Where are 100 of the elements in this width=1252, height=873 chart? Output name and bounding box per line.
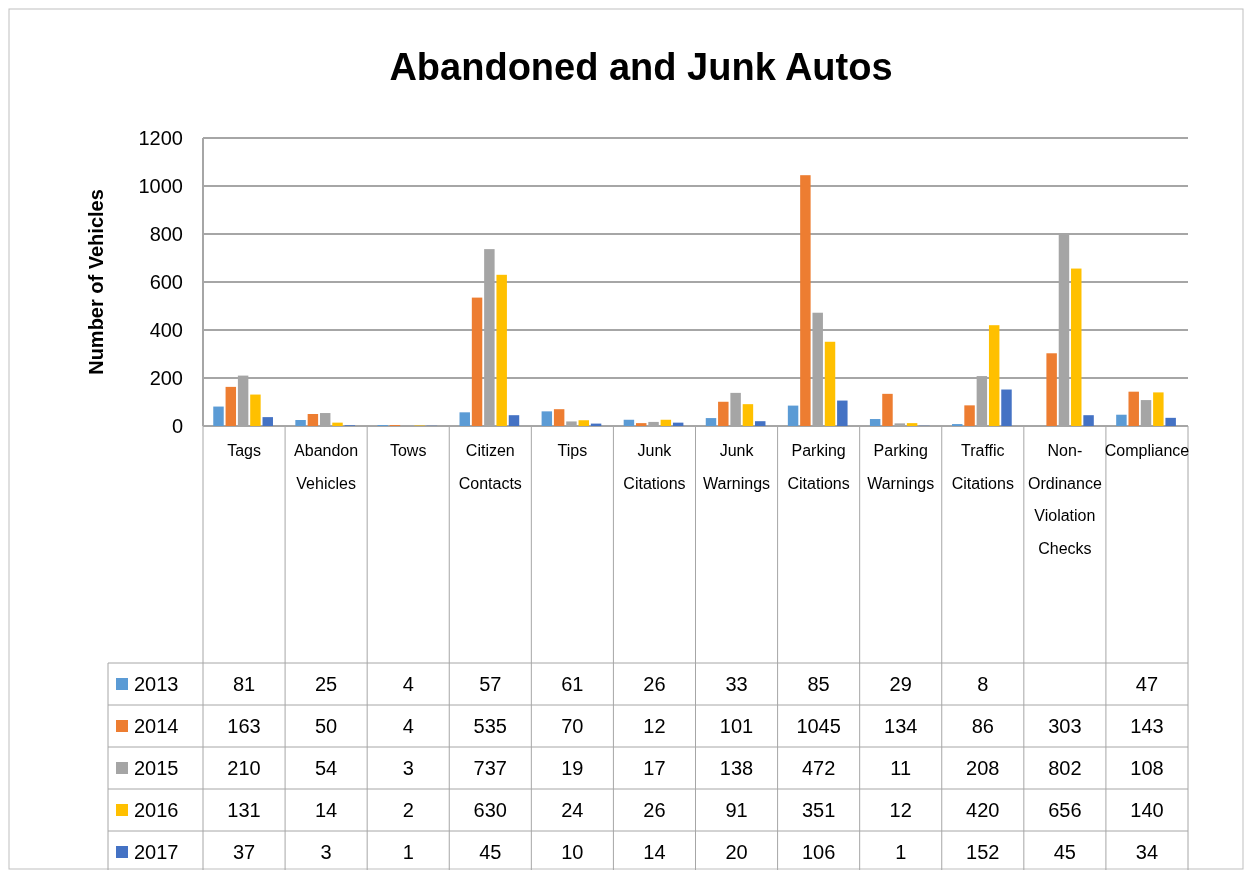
legend-label: 2013 xyxy=(134,673,179,695)
y-tick-label: 800 xyxy=(149,223,183,245)
data-label: 106 xyxy=(801,841,836,863)
data-label: 26 xyxy=(643,673,666,695)
data-label: 14 xyxy=(643,841,666,863)
bar xyxy=(623,419,635,426)
data-label: 2 xyxy=(402,799,414,821)
data-label: 20 xyxy=(725,841,748,863)
bar xyxy=(1083,415,1094,426)
x-tick-label: Junk Warnings xyxy=(703,442,771,492)
bar xyxy=(578,420,589,426)
bar xyxy=(755,421,766,426)
bar xyxy=(1128,391,1139,426)
data-label: 210 xyxy=(227,757,261,779)
legend-label: 2015 xyxy=(134,757,179,779)
data-label: 208 xyxy=(966,757,1000,779)
data-label: 26 xyxy=(643,799,666,821)
data-label: 12 xyxy=(889,799,912,821)
bar xyxy=(742,404,754,426)
bar xyxy=(471,297,483,426)
data-label: 420 xyxy=(966,799,1000,821)
legend-label: 2014 xyxy=(134,715,179,737)
data-label: 630 xyxy=(473,799,507,821)
x-tick-label: Citizen Contacts xyxy=(458,442,522,492)
data-label: 131 xyxy=(227,799,261,821)
data-label: 81 xyxy=(232,673,256,695)
bar xyxy=(250,394,261,426)
data-label: 3 xyxy=(320,841,332,863)
data-label: 34 xyxy=(1135,841,1159,863)
x-tick-label: Compliance xyxy=(1104,442,1190,459)
data-label: 33 xyxy=(725,673,748,695)
bar xyxy=(882,393,893,426)
data-label: 61 xyxy=(561,673,584,695)
data-label: 45 xyxy=(1053,841,1076,863)
data-label: 138 xyxy=(719,757,754,779)
data-label: 143 xyxy=(1130,715,1164,737)
data-label: 802 xyxy=(1048,757,1082,779)
bar xyxy=(541,411,553,426)
bar xyxy=(705,418,717,426)
bar xyxy=(332,422,343,426)
bar xyxy=(837,400,848,426)
bar xyxy=(635,423,647,426)
data-label: 8 xyxy=(977,673,989,695)
y-tick-label: 0 xyxy=(171,415,183,437)
data-label: 535 xyxy=(473,715,507,737)
bar xyxy=(718,401,729,426)
data-label: 47 xyxy=(1135,673,1159,695)
bar xyxy=(1153,392,1164,426)
y-tick-label: 200 xyxy=(149,367,183,389)
data-label: 85 xyxy=(807,673,830,695)
bar xyxy=(964,405,975,426)
data-label: 24 xyxy=(561,799,584,821)
x-tick-label: Tags xyxy=(227,442,261,459)
y-tick-label: 1000 xyxy=(138,175,183,197)
y-tick-label: 600 xyxy=(149,271,183,293)
data-label: 37 xyxy=(232,841,256,863)
data-label: 1045 xyxy=(796,715,841,737)
data-label: 1 xyxy=(895,841,907,863)
data-label: 50 xyxy=(315,715,338,737)
bar xyxy=(496,274,507,426)
x-tick-label: Junk Citations xyxy=(623,442,686,492)
data-label: 54 xyxy=(315,757,338,779)
bar xyxy=(508,415,520,426)
y-tick-label: 400 xyxy=(149,319,183,341)
data-label: 86 xyxy=(971,715,994,737)
bar xyxy=(1001,389,1012,426)
y-axis-title: Number of Vehicles xyxy=(85,189,107,375)
x-tick-label: Non-Ordinance Violation Checks xyxy=(1027,442,1102,557)
data-label: 3 xyxy=(402,757,414,779)
bar xyxy=(988,325,1000,426)
chart-title: Abandoned and Junk Autos xyxy=(389,46,893,88)
data-label: 737 xyxy=(473,757,507,779)
data-label: 70 xyxy=(561,715,584,737)
bar xyxy=(225,386,237,426)
legend-label: 2016 xyxy=(134,799,179,821)
x-tick-label: Parking Citations xyxy=(787,442,850,492)
bar xyxy=(262,417,273,426)
bar xyxy=(295,420,306,426)
x-tick-label: Tips xyxy=(557,442,588,459)
bar xyxy=(1046,353,1057,426)
data-label: 17 xyxy=(643,757,666,779)
bar xyxy=(824,341,836,426)
bar xyxy=(906,423,918,426)
data-label: 1 xyxy=(402,841,414,863)
data-label: 163 xyxy=(227,715,261,737)
data-label: 351 xyxy=(801,799,836,821)
bar xyxy=(1165,417,1176,426)
data-label: 101 xyxy=(719,715,754,737)
data-label: 152 xyxy=(966,841,1000,863)
bar xyxy=(459,412,470,426)
data-label: 57 xyxy=(479,673,502,695)
data-label: 25 xyxy=(315,673,338,695)
data-label: 4 xyxy=(402,715,414,737)
bar xyxy=(660,419,672,426)
bar xyxy=(869,419,881,426)
data-label: 91 xyxy=(725,799,748,821)
data-label: 4 xyxy=(402,673,414,695)
data-label: 11 xyxy=(890,757,912,779)
data-label: 45 xyxy=(479,841,502,863)
data-label: 140 xyxy=(1130,799,1164,821)
